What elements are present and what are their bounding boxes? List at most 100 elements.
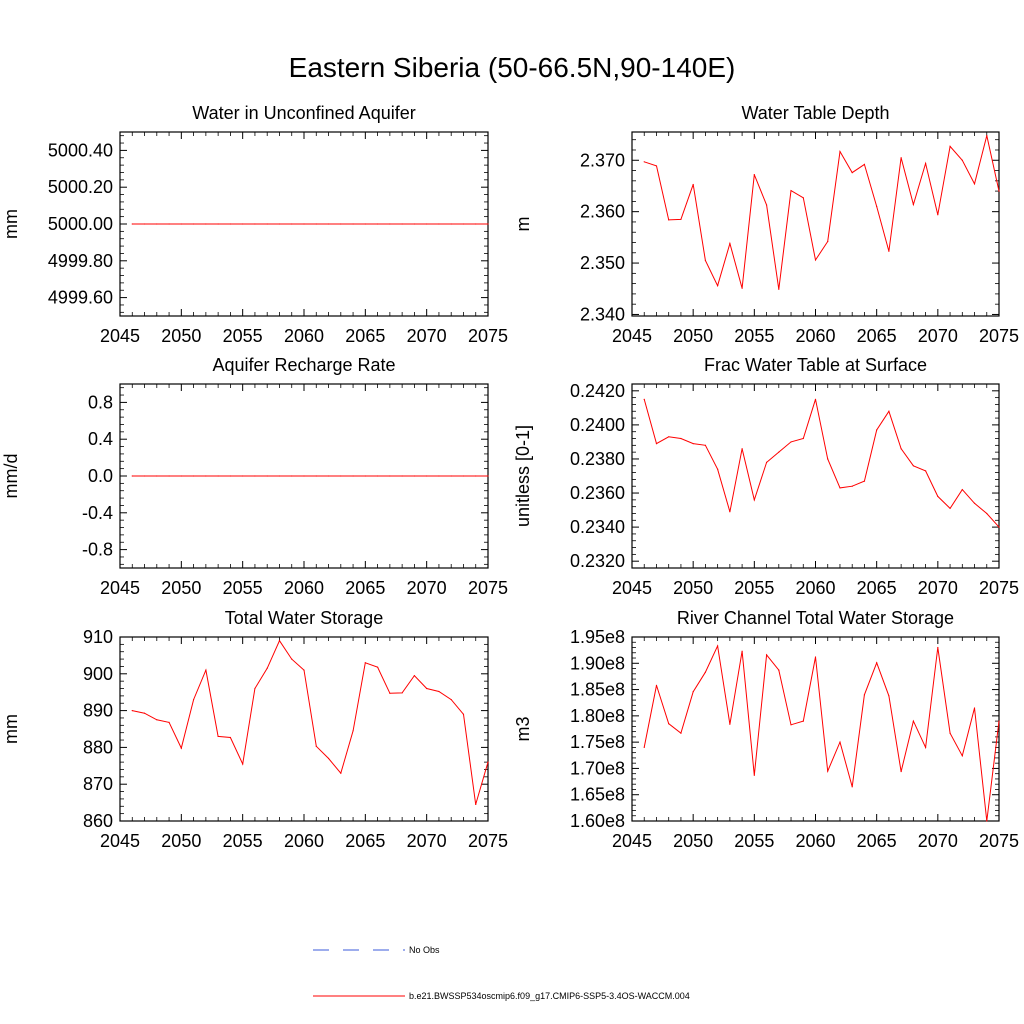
data-point [217, 475, 219, 477]
x-tick-label: 2065 [345, 578, 385, 598]
data-point [217, 223, 219, 225]
data-point [340, 475, 342, 477]
data-point [949, 507, 951, 509]
data-point [778, 669, 780, 671]
data-point [655, 443, 658, 445]
data-point [961, 159, 963, 161]
data-point [704, 671, 707, 673]
data-point [704, 444, 707, 446]
panel-title: River Channel Total Water Storage [677, 608, 954, 628]
data-point [229, 475, 231, 477]
data-point [193, 698, 195, 701]
data-point [389, 692, 391, 694]
panel-title: Total Water Storage [225, 608, 383, 628]
data-point [229, 223, 231, 225]
data-point [426, 475, 428, 477]
data-point [303, 475, 305, 477]
data-point [180, 223, 182, 225]
data-point [364, 662, 366, 664]
x-tick-label: 2055 [734, 578, 774, 598]
y-axis-label: m3 [513, 716, 533, 741]
data-point [961, 489, 963, 491]
data-point [462, 713, 465, 715]
data-point [242, 763, 244, 765]
y-tick-label: 1.90e8 [570, 653, 625, 673]
data-point [851, 172, 853, 174]
plot-frame [631, 636, 1000, 822]
data-point [327, 475, 330, 477]
x-tick-label: 2045 [100, 831, 140, 851]
data-point [438, 475, 440, 477]
data-point [986, 134, 988, 137]
data-point [401, 223, 403, 225]
data-point [180, 747, 182, 749]
data-point [753, 499, 755, 501]
data-point [839, 487, 841, 489]
data-point [438, 223, 440, 225]
data-point [303, 223, 305, 225]
x-tick-label: 2045 [100, 578, 140, 598]
y-tick-label: 0.8 [88, 392, 113, 412]
data-point [193, 475, 195, 477]
data-point [717, 645, 719, 647]
data-point [450, 223, 452, 225]
x-tick-label: 2060 [284, 831, 324, 851]
data-point [741, 650, 743, 652]
x-tick-label: 2060 [795, 578, 835, 598]
data-point [315, 475, 317, 477]
data-point [327, 757, 330, 760]
data-point [254, 223, 256, 225]
data-point [401, 475, 403, 477]
data-point [888, 410, 890, 412]
data-point [266, 223, 268, 225]
y-axis-label: mm [1, 714, 21, 744]
y-tick-label: 0.2360 [570, 483, 625, 503]
panel-1: Water in Unconfined Aquifer mm 2045 2050 205… [1, 103, 508, 346]
series-line [644, 135, 1000, 290]
data-point [912, 203, 914, 206]
y-tick-label: -0.8 [82, 540, 113, 560]
data-point [876, 205, 878, 208]
data-point [340, 223, 342, 225]
data-point [912, 465, 914, 467]
data-point [168, 721, 170, 723]
data-point [778, 451, 780, 453]
data-point [205, 669, 207, 671]
data-point [156, 719, 158, 721]
panel-5: Total Water Storage mm 2045 2050 2055 2060 206… [1, 608, 508, 851]
data-point [704, 259, 707, 262]
data-point [790, 724, 792, 726]
data-point [254, 687, 256, 690]
data-point [450, 698, 452, 701]
data-point [377, 475, 379, 477]
data-point [278, 475, 281, 477]
data-point [692, 183, 694, 186]
x-tick-label: 2075 [979, 578, 1019, 598]
data-point [863, 480, 866, 482]
y-tick-label: 5000.20 [48, 177, 113, 197]
data-point [973, 183, 976, 185]
data-point [802, 437, 804, 440]
data-point [998, 190, 1000, 192]
data-point [741, 448, 743, 450]
x-tick-label: 2060 [284, 326, 324, 346]
x-tick-label: 2055 [734, 831, 774, 851]
panel-6: River Channel Total Water Storage m3 2045 2… [513, 608, 1019, 851]
data-point [765, 461, 768, 463]
y-tick-label: 2.360 [580, 202, 625, 222]
y-axis-label: mm/d [1, 454, 21, 499]
data-point [131, 475, 133, 477]
panel-title: Water Table Depth [741, 103, 889, 123]
data-point [925, 746, 927, 749]
data-point [475, 223, 477, 225]
data-point [352, 475, 354, 477]
data-point [413, 475, 415, 477]
data-point [242, 475, 244, 477]
x-tick-label: 2070 [407, 578, 447, 598]
data-point [377, 666, 379, 668]
x-tick-label: 2055 [223, 578, 263, 598]
data-point [814, 398, 817, 400]
data-point [438, 690, 440, 693]
data-point [753, 174, 755, 176]
panel-3: Aquifer Recharge Rate mm/d 2045 2050 2055 206… [1, 355, 508, 598]
